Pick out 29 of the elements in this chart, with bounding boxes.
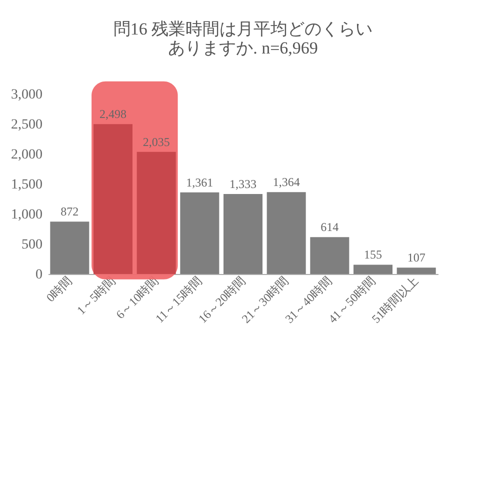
bar bbox=[310, 237, 350, 274]
y-tick-label: 2,000 bbox=[11, 148, 42, 162]
data-label: 155 bbox=[364, 248, 382, 262]
data-label: 1,364 bbox=[272, 175, 300, 190]
x-tick-label: 0時間 bbox=[44, 274, 75, 305]
y-tick-label: 2,500 bbox=[11, 118, 42, 132]
y-tick-label: 3,000 bbox=[11, 88, 42, 102]
y-tick-label: 1,000 bbox=[11, 208, 42, 222]
y-tick-label: 1,500 bbox=[11, 178, 42, 192]
data-label: 614 bbox=[320, 220, 339, 234]
y-tick-label: 500 bbox=[22, 238, 42, 252]
bar bbox=[94, 124, 132, 274]
data-label: 2,498 bbox=[100, 107, 126, 122]
bar bbox=[354, 264, 392, 274]
bar bbox=[224, 194, 262, 274]
data-label: 872 bbox=[60, 204, 79, 219]
chart-subtitle: ありますか. n=6,969 bbox=[168, 38, 318, 58]
bar bbox=[180, 192, 220, 274]
bar bbox=[396, 268, 436, 274]
y-tick-label: 0 bbox=[36, 268, 42, 282]
bar bbox=[50, 222, 90, 274]
bar bbox=[136, 152, 176, 274]
data-label: 107 bbox=[407, 250, 426, 265]
x-tick-label: 1～5時間 bbox=[74, 274, 118, 318]
bar bbox=[266, 192, 306, 274]
data-label: 1,361 bbox=[186, 175, 214, 190]
data-label: 1,333 bbox=[230, 177, 256, 192]
data-label: 2,035 bbox=[142, 134, 170, 149]
chart-title: 問16 残業時間は月平均どのくらい bbox=[113, 19, 373, 38]
